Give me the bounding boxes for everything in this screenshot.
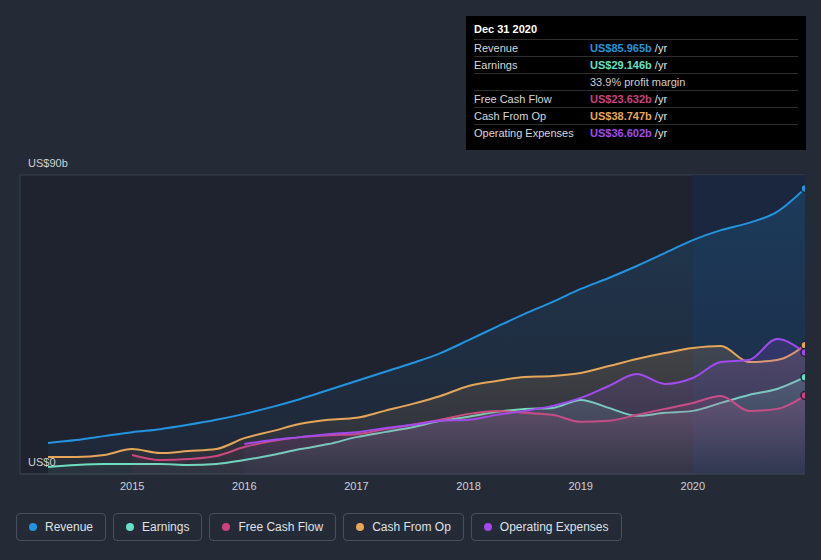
html-text:Cash From Op: Cash From Op [372,520,451,534]
html-text:Earnings: Earnings [142,520,190,534]
html-text:Cash From Op: Cash From Op [474,110,547,122]
html-text:US$36.602b /yr: US$36.602b /yr [590,127,668,139]
html-text:US$29.146b /yr: US$29.146b /yr [590,59,668,71]
svg-text:2017: 2017 [344,480,368,492]
svg-text:US$0: US$0 [28,456,56,468]
html-text:US$38.747b /yr: US$38.747b /yr [590,110,668,122]
html-text:33.9% profit margin: 33.9% profit margin [590,76,686,88]
html-text:Operating Expenses: Operating Expenses [499,520,609,534]
svg-text:US$90b: US$90b [28,157,68,169]
svg-text:2016: 2016 [232,480,256,492]
html-text:Free Cash Flow: Free Cash Flow [474,93,552,105]
svg-text:2015: 2015 [120,480,144,492]
svg-text:2020: 2020 [681,480,705,492]
html-text:Dec 31 2020: Dec 31 2020 [474,23,537,35]
html-text:US$85.965b /yr: US$85.965b /yr [590,42,668,54]
html-text:Revenue: Revenue [474,42,518,54]
svg-text:2019: 2019 [568,480,592,492]
svg-text:2018: 2018 [456,480,480,492]
html-text:Free Cash Flow: Free Cash Flow [238,520,324,534]
html-text:Earnings: Earnings [474,59,518,71]
html-text:Operating Expenses: Operating Expenses [474,127,574,139]
html-text:US$23.632b /yr: US$23.632b /yr [590,93,668,105]
html-text:Revenue: Revenue [45,520,93,534]
